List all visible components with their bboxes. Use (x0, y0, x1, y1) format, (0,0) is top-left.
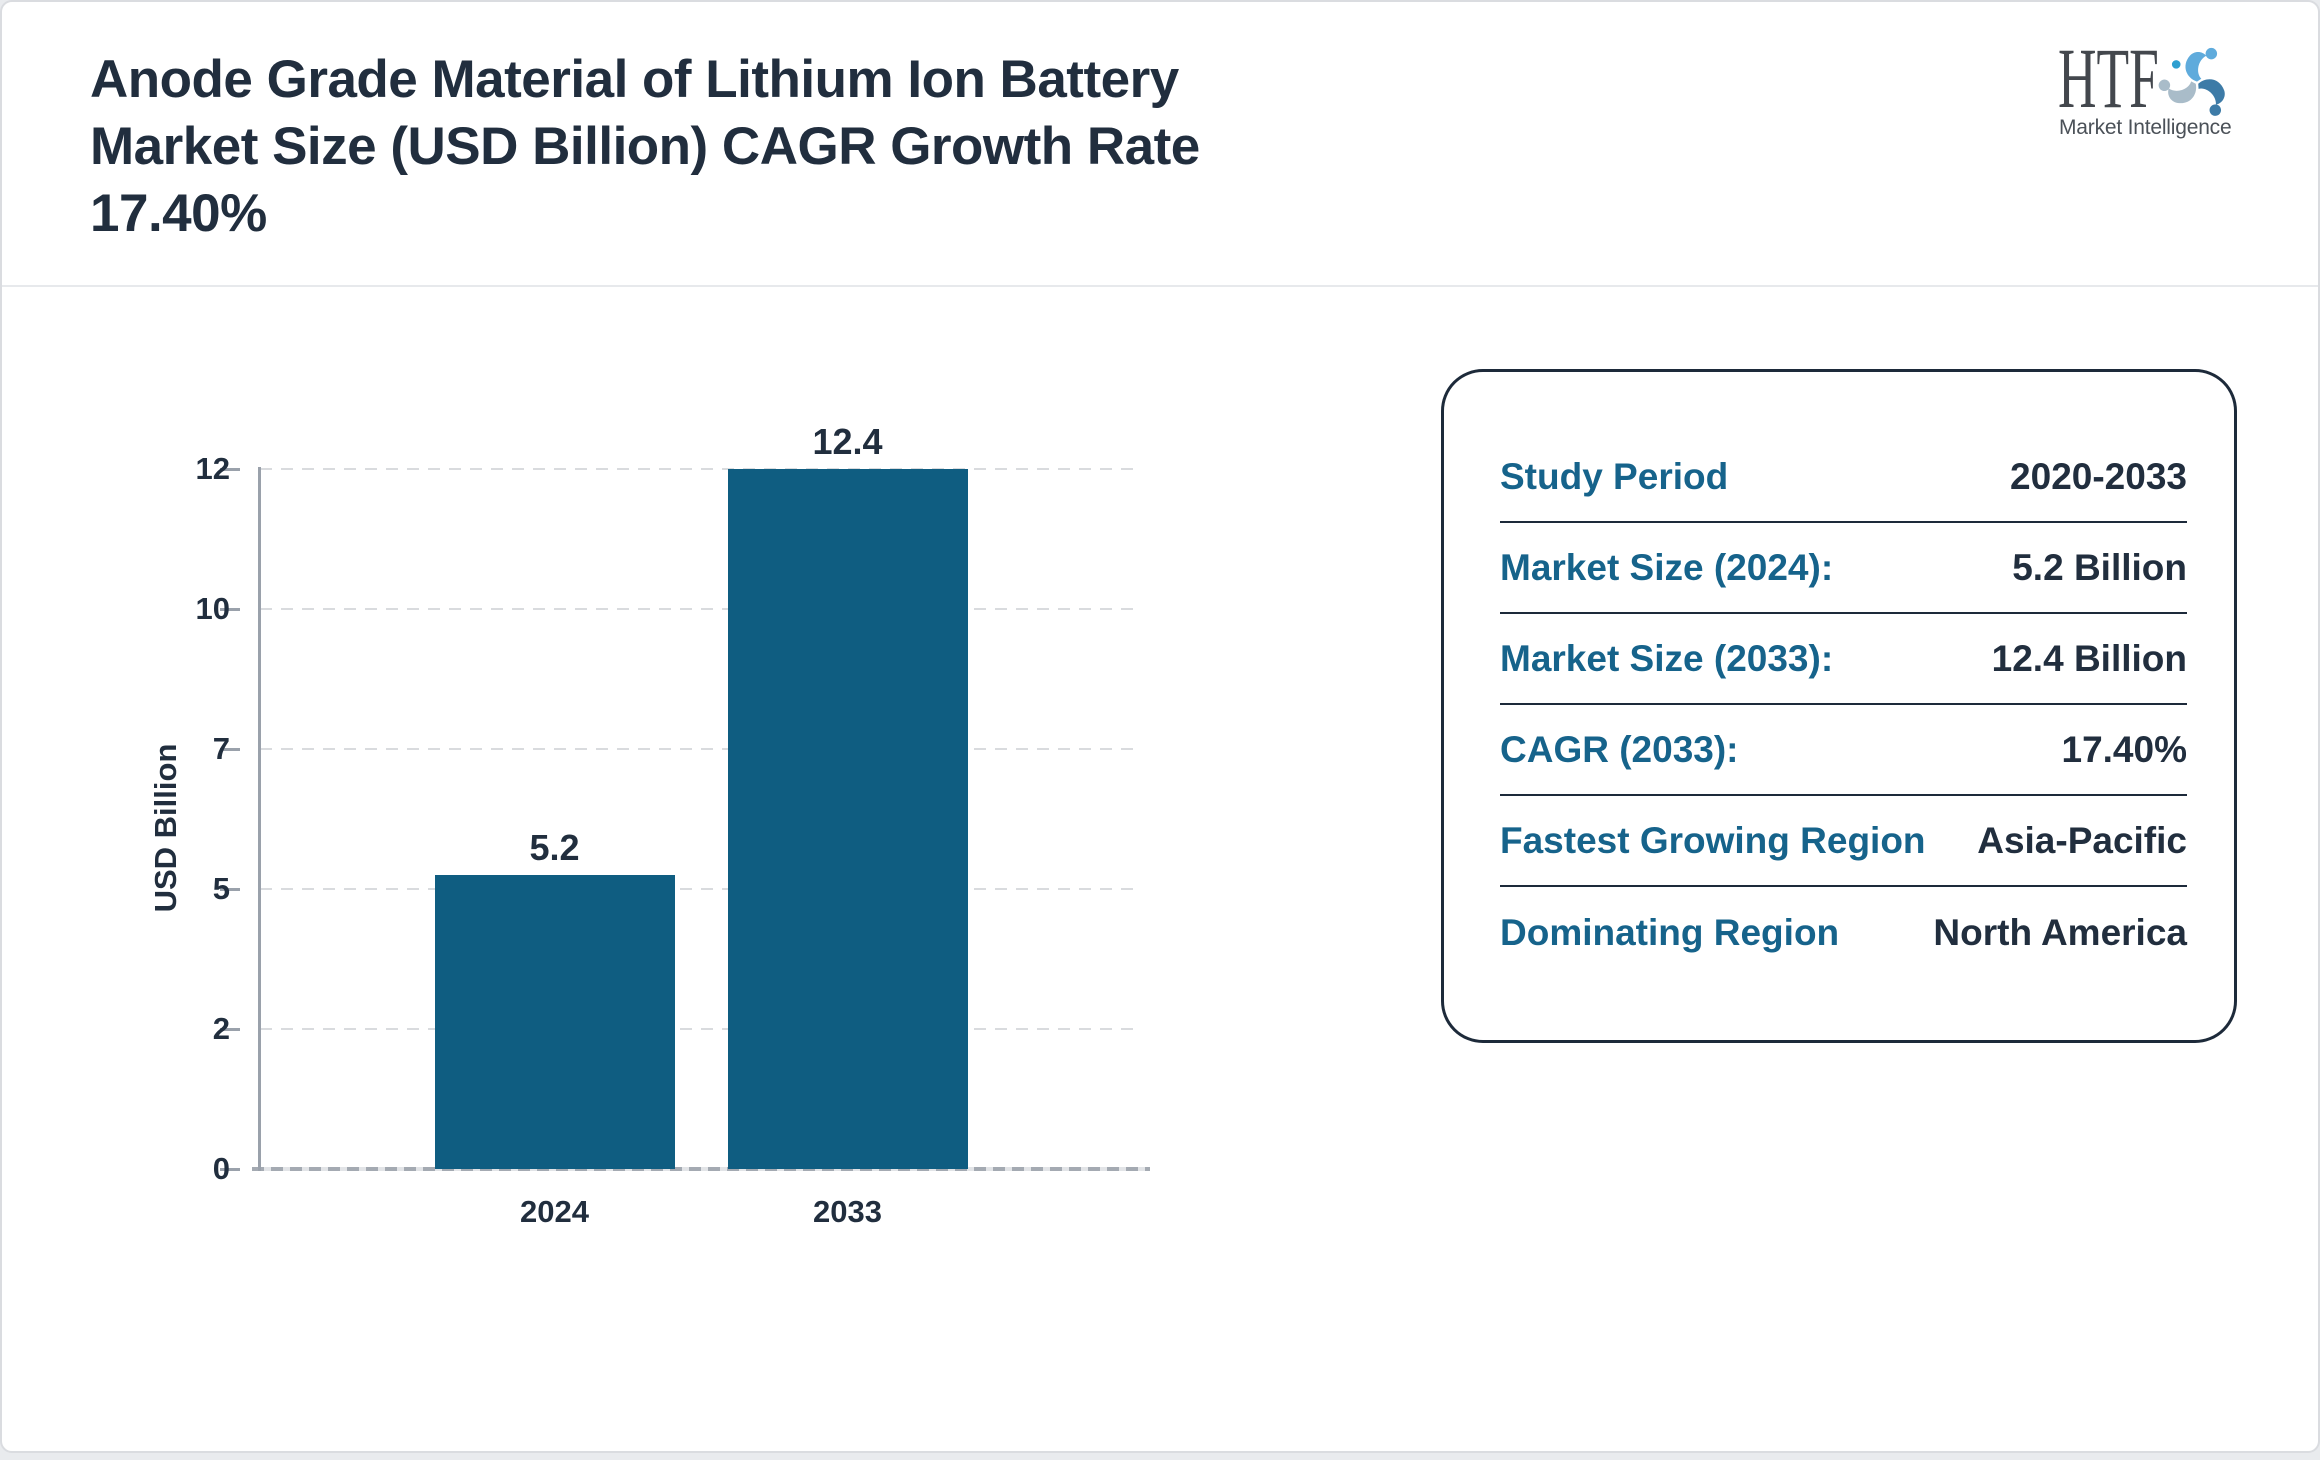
y-tick-label: 0 (212, 1151, 230, 1186)
gridline (260, 608, 1142, 610)
y-tick-mark (220, 1028, 240, 1031)
logo-tagline: Market Intelligence (2059, 116, 2232, 139)
bar-2024 (434, 875, 675, 1169)
x-tick-label: 2024 (520, 1194, 589, 1229)
panel-row-market-size-2033: Market Size (2033): 12.4 Billion (1500, 614, 2187, 705)
y-tick-label: 7 (212, 731, 230, 766)
header-divider (2, 285, 2318, 287)
y-axis-line (258, 467, 261, 1171)
y-tick-label: 5 (212, 871, 230, 906)
gridline (260, 748, 1142, 750)
y-tick-mark (220, 888, 240, 891)
bar-chart: 0 2 5 7 10 12 USD Billion 5.2 2024 12.4 2033 (2, 287, 1242, 1287)
page-title-line-2: Market Size (USD Billion) CAGR Growth Ra… (90, 117, 1200, 176)
page-title: Anode Grade Material of Lithium Ion Batt… (90, 46, 1200, 247)
panel-row-label: CAGR (2033): (1500, 728, 1739, 770)
bar-value-label: 12.4 (812, 421, 883, 462)
page-title-line-1: Anode Grade Material of Lithium Ion Batt… (90, 50, 1179, 109)
panel-row-value: Asia-Pacific (1977, 819, 2187, 861)
panel-row-label: Fastest Growing Region (1500, 819, 1926, 861)
panel-row-market-size-2024: Market Size (2024): 5.2 Billion (1500, 523, 2187, 614)
y-tick-label: 12 (195, 451, 230, 486)
y-tick-label: 10 (195, 591, 230, 626)
panel-row-fastest-growing-region: Fastest Growing Region Asia-Pacific (1500, 796, 2187, 887)
x-tick-label: 2033 (813, 1194, 882, 1229)
panel-row-value: 12.4 Billion (1991, 637, 2187, 679)
htf-logo: HTF Market Intelligence (2050, 30, 2250, 152)
panel-row-cagr: CAGR (2033): 17.40% (1500, 705, 2187, 796)
panel-row-label: Dominating Region (1500, 911, 1840, 953)
gridline (260, 468, 1142, 470)
panel-row-dominating-region: Dominating Region North America (1500, 887, 2187, 978)
panel-row-label: Market Size (2033): (1500, 637, 1834, 679)
y-tick-mark (220, 468, 240, 471)
panel-row-value: 2020-2033 (2010, 455, 2187, 497)
bar-value-label: 5.2 (529, 827, 580, 868)
logo-swirl-icon (2158, 47, 2225, 116)
gridline (260, 1028, 1142, 1030)
logo-brand-text: HTF (2058, 30, 2159, 126)
y-tick-label: 2 (212, 1011, 230, 1046)
panel-row-study-period: Study Period 2020-2033 (1500, 432, 2187, 523)
summary-panel: Study Period 2020-2033 Market Size (2024… (1441, 369, 2237, 1043)
panel-row-value: 5.2 Billion (2012, 546, 2187, 588)
gridline (260, 888, 1142, 890)
y-tick-mark (220, 608, 240, 611)
bar-2033 (727, 469, 968, 1169)
panel-row-label: Study Period (1500, 455, 1729, 497)
panel-row-value: 17.40% (2061, 728, 2188, 770)
y-tick-mark (220, 748, 240, 751)
panel-row-label: Market Size (2024): (1500, 546, 1834, 588)
y-axis-title: USD Billion (148, 743, 183, 913)
y-tick-mark (220, 1168, 240, 1171)
page-title-line-3: 17.40% (90, 184, 267, 243)
x-axis-baseline (252, 1167, 1150, 1171)
panel-row-value: North America (1933, 911, 2187, 953)
